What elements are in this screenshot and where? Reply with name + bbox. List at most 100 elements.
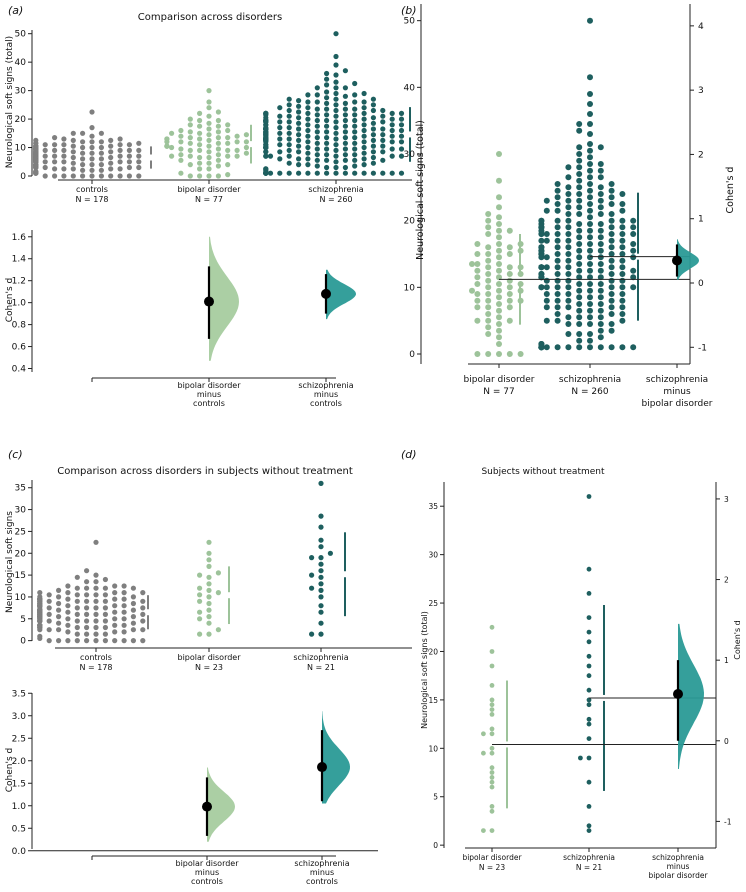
schizophrenia-point [587,214,593,221]
schizophrenia-point [565,237,572,244]
controls-point [70,137,76,143]
controls-point [80,167,86,173]
effect-distribution [207,767,235,842]
effect-distribution [326,269,356,320]
controls-point [65,629,71,635]
schizophrenia-point [342,152,348,158]
controls-point [37,633,43,639]
bipolar-point [197,147,203,153]
controls-point [89,173,95,179]
schizophrenia-point [587,121,593,127]
bipolar-point [506,304,513,311]
controls-point [108,160,114,166]
controls-point [56,594,62,600]
controls-point [126,173,132,179]
controls-point [93,598,99,604]
schizophrenia-point [296,109,302,115]
bipolar-point [215,140,221,146]
schizophrenia-point [296,162,302,168]
schizophrenia-point [538,217,545,224]
schizophrenia-point [333,142,339,148]
schizophrenia-point [587,261,593,267]
schizophrenia-point [263,110,269,116]
schizophrenia-point [543,237,550,244]
controls-point [61,166,67,172]
controls-point [112,609,118,615]
schizophrenia-point [565,197,572,204]
bipolar-point [206,160,212,166]
bipolar-point [243,150,249,156]
bipolar-point [225,153,231,159]
bipolar-point [243,139,249,145]
effect-distribution [209,236,239,361]
bipolar-point [496,341,502,347]
bipolar-point [506,277,513,284]
schizophrenia-point [630,224,637,231]
bipolar-point [178,152,184,158]
schizophrenia-point [586,663,592,669]
schizophrenia-point [342,85,348,91]
schizophrenia-point [380,137,386,143]
bipolar-point [489,683,495,688]
schizophrenia-point [608,181,615,187]
bipolar-point [481,828,486,833]
schizophrenia-point [586,828,592,833]
schizophrenia-point [554,207,561,214]
schizophrenia-point [543,304,550,311]
schizophrenia-point [597,247,604,254]
controls-point [108,149,114,155]
schizophrenia-point [587,241,593,247]
y-axis-tick-label: 40 [404,83,416,93]
schizophrenia-point [597,191,604,197]
right-y-axis-tick-label: 0 [724,737,729,746]
schizophrenia-point [352,123,358,129]
x-tick-label: schizophrenia [563,853,615,862]
controls-point [61,159,67,165]
controls-point [74,631,80,637]
bipolar-point [197,110,203,116]
controls-point [102,611,108,618]
bipolar-point [215,152,221,158]
schizophrenia-point [361,110,367,116]
schizophrenia-point [565,164,572,171]
bipolar-point [469,287,475,294]
controls-point [84,579,90,585]
schizophrenia-point [554,317,561,324]
bipolar-point [206,137,212,143]
controls-point [42,173,48,179]
controls-point [98,162,104,168]
y-axis-tick-label: 20 [428,647,438,656]
controls-point [56,638,62,644]
controls-point [108,154,114,161]
controls-point [84,598,90,604]
schizophrenia-point [565,224,572,231]
schizophrenia-point [587,307,593,314]
bipolar-point [197,616,203,622]
schizophrenia-point [333,79,339,85]
schizophrenia-point [389,127,395,134]
schizophrenia-point [318,524,324,530]
bipolar-point [225,140,231,146]
schizophrenia-point [352,80,358,87]
schizophrenia-point [576,157,583,164]
controls-point [121,603,127,609]
controls-point [84,624,90,631]
bipolar-point [206,143,212,149]
bipolar-point [234,139,240,145]
schizophrenia-point [286,170,292,176]
schizophrenia-point [554,201,561,207]
schizophrenia-point [318,574,324,580]
schizophrenia-point [342,140,348,146]
schizophrenia-point [324,129,330,135]
bipolar-point [197,572,203,578]
bipolar-point [496,254,502,261]
y-axis-tick-label: 0.8 [12,321,27,331]
controls-point [93,605,99,611]
schizophrenia-point [398,146,405,152]
controls-point [52,159,58,165]
schizophrenia-point [277,130,283,136]
bipolar-point [485,244,492,251]
schizophrenia-point [587,161,593,167]
schizophrenia-point [324,146,330,152]
